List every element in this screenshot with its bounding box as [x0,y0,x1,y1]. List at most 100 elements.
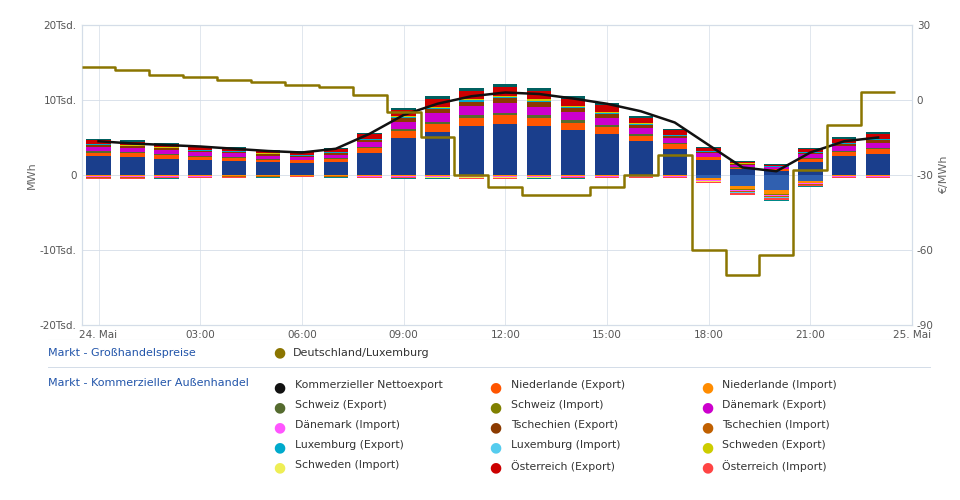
Bar [731,161,755,162]
Bar [764,166,788,168]
Bar [459,176,484,177]
Bar [662,138,687,143]
Bar [696,154,721,156]
Bar [357,152,382,175]
Bar [595,113,619,114]
Bar [392,108,416,110]
Bar [696,152,721,154]
Bar [629,118,653,123]
Text: Luxemburg (Import): Luxemburg (Import) [511,440,620,450]
Bar [357,148,382,152]
Bar [188,177,212,178]
Bar [527,88,551,92]
Bar [357,175,382,176]
Bar [662,130,687,134]
Bar [662,177,687,178]
Bar [561,98,586,105]
Text: ●: ● [701,420,713,434]
Text: Niederlande (Import): Niederlande (Import) [722,380,837,390]
Bar [561,108,586,112]
Bar [255,156,280,158]
Text: Dänemark (Export): Dänemark (Export) [722,400,827,410]
Bar [324,152,348,153]
Bar [527,118,551,126]
Bar [86,138,110,140]
Bar [798,185,823,186]
Text: ●: ● [701,440,713,454]
Bar [222,152,247,154]
Bar [459,100,484,102]
Bar [595,125,619,127]
Bar [629,141,653,175]
Bar [832,138,856,139]
Bar [527,126,551,175]
Bar [493,87,517,96]
Bar [459,102,484,106]
Bar [493,103,517,113]
Bar [425,124,449,132]
Bar [662,143,687,144]
Bar [764,198,788,200]
Bar [357,132,382,134]
Bar [290,156,314,157]
Bar [222,148,247,151]
Bar [764,175,788,190]
Bar [459,99,484,100]
Bar [731,175,755,186]
Bar [459,88,484,91]
Bar [324,150,348,152]
Bar [595,114,619,117]
Bar [188,152,212,156]
Bar [493,116,517,124]
Bar [222,154,247,157]
Bar [731,186,755,189]
Bar [255,160,280,162]
Bar [425,114,449,122]
Bar [764,196,788,198]
Bar [255,150,280,151]
Text: Schweiz (Import): Schweiz (Import) [511,400,603,410]
Bar [595,127,619,134]
Bar [222,161,247,175]
Bar [120,178,145,179]
Bar [561,106,586,108]
Bar [493,112,517,116]
Bar [731,192,755,194]
Bar [188,150,212,152]
Bar [222,175,247,176]
Bar [120,176,145,177]
Bar [188,156,212,157]
Text: Luxemburg (Export): Luxemburg (Export) [295,440,403,450]
Bar [798,148,823,149]
Text: ●: ● [490,460,502,474]
Bar [188,175,212,176]
Bar [662,136,687,138]
Bar [731,162,755,164]
Bar [357,142,382,147]
Bar [255,175,280,176]
Bar [392,131,416,138]
Bar [120,152,145,154]
Bar [222,177,247,178]
Bar [798,154,823,158]
Bar [629,177,653,178]
Bar [86,178,110,179]
Bar [222,147,247,148]
Bar [764,164,788,166]
Y-axis label: MWh: MWh [27,161,37,189]
Bar [493,176,517,177]
Bar [425,176,449,177]
Text: Tschechien (Import): Tschechien (Import) [722,420,829,430]
Bar [425,106,449,108]
Bar [493,98,517,103]
Bar [425,99,449,106]
Bar [155,148,179,150]
Bar [155,144,179,148]
Text: ●: ● [490,420,502,434]
Bar [425,122,449,124]
Bar [493,84,517,87]
Bar [561,175,586,176]
Bar [527,175,551,176]
Bar [629,136,653,141]
Bar [392,118,416,122]
